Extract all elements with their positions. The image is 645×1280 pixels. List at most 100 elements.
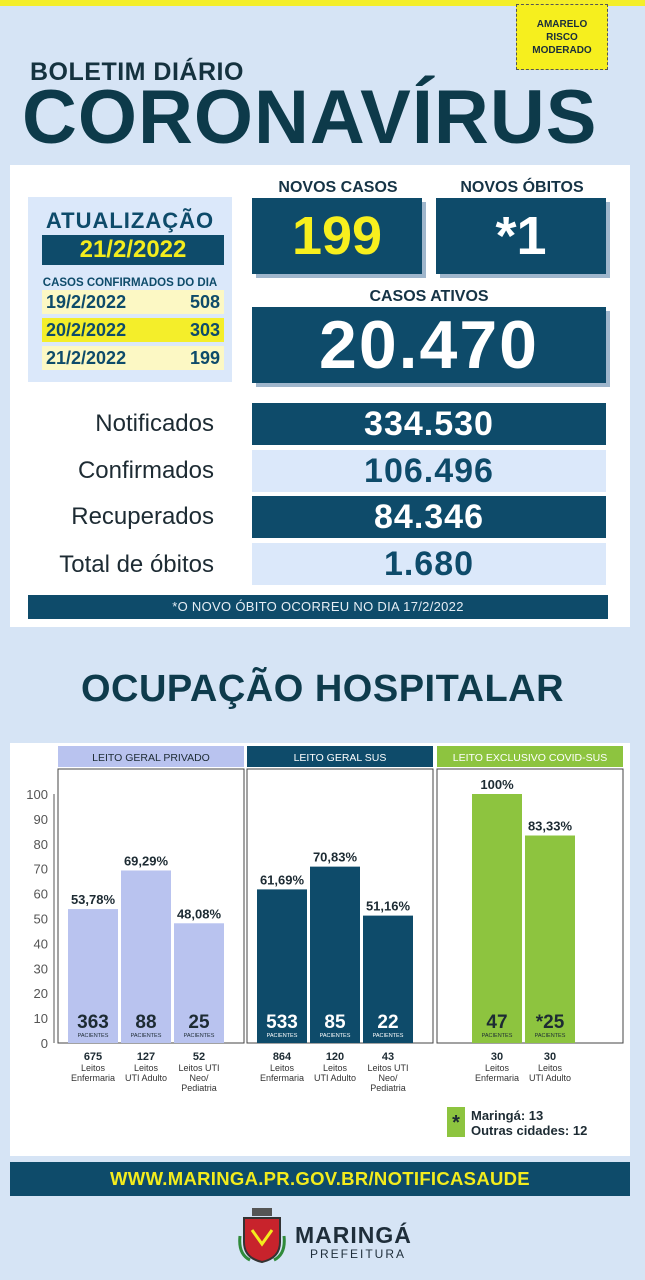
- update-date: 21/2/2022: [42, 235, 224, 265]
- stat-label-total-deaths: Total de óbitos: [59, 551, 214, 578]
- hospital-occupancy-title: OCUPAÇÃO HOSPITALAR: [80, 668, 565, 710]
- bar-patients-word: PACIENTES: [131, 1033, 162, 1039]
- daily-confirmed-row: 19/2/2022 508: [42, 290, 224, 314]
- bar-category-line2: UTI Adulto: [314, 1073, 356, 1083]
- y-tick-label: 40: [34, 936, 48, 951]
- bar: [174, 923, 224, 1043]
- bar-patients-word: PACIENTES: [482, 1033, 513, 1039]
- bar-beds-value: 52: [193, 1051, 205, 1063]
- stat-label-notified: Notificados: [95, 410, 214, 437]
- logo-name: MARINGÁ: [295, 1222, 412, 1248]
- y-tick-label: 90: [34, 812, 48, 827]
- bar-patients-value: 47: [486, 1012, 507, 1033]
- y-tick-label: 0: [41, 1036, 48, 1051]
- legend-asterisk-icon: *: [452, 1112, 460, 1134]
- bar-beds-value: 675: [84, 1051, 102, 1063]
- bar-percent-label: 51,16%: [366, 899, 411, 914]
- bar-beds-value: 30: [491, 1051, 503, 1063]
- active-cases-label: CASOS ATIVOS: [369, 288, 489, 305]
- risk-line-1: AMARELO: [536, 18, 588, 30]
- stat-label-confirmed: Confirmados: [77, 457, 214, 484]
- daily-confirmed-row: 21/2/2022 199: [42, 346, 224, 370]
- stat-value-notified: 334.530: [252, 403, 606, 445]
- bar-category-line3: Pediatria: [181, 1083, 217, 1093]
- death-date-note: *O NOVO ÓBITO OCORREU NO DIA 17/2/2022: [28, 595, 608, 619]
- bar-category-line2: Neo/: [189, 1073, 209, 1083]
- row-value: 303: [189, 319, 220, 340]
- bar-category-line1: Leitos: [270, 1063, 295, 1073]
- y-tick-label: 50: [34, 912, 48, 927]
- group-header-band: [437, 746, 623, 767]
- risk-level-badge: AMARELO RISCO MODERADO: [516, 4, 608, 70]
- risk-line-2: RISCO: [546, 31, 578, 43]
- update-label: ATUALIZAÇÃO: [45, 208, 215, 233]
- bar-patients-value: 533: [266, 1012, 298, 1033]
- y-tick-label: 100: [26, 787, 48, 802]
- left-branch: [238, 1235, 251, 1262]
- risk-line-3: MODERADO: [532, 44, 592, 56]
- bar-patients-word: PACIENTES: [535, 1033, 566, 1039]
- logo-subtitle: PREFEITURA: [310, 1247, 407, 1261]
- row-value: 508: [189, 291, 220, 312]
- bar-beds-value: 120: [326, 1051, 344, 1063]
- bulletin-subtitle: BOLETIM DIÁRIO: [30, 58, 244, 86]
- y-tick-label: 30: [34, 961, 48, 976]
- bar-percent-label: 53,78%: [71, 892, 116, 907]
- new-cases-label: NOVOS CASOS: [278, 179, 398, 196]
- bar-beds-value: 30: [544, 1051, 556, 1063]
- bar-percent-label: 69,29%: [124, 853, 169, 868]
- bar-beds-value: 127: [137, 1051, 155, 1063]
- bar-patients-word: PACIENTES: [320, 1033, 351, 1039]
- bar-category-line2: Enfermaria: [475, 1073, 519, 1083]
- bar-percent-label: 48,08%: [177, 906, 222, 921]
- bar: [257, 889, 307, 1043]
- new-cases-value: 199: [252, 198, 422, 274]
- y-tick-label: 20: [34, 986, 48, 1001]
- footer-url-link[interactable]: WWW.MARINGA.PR.GOV.BR/NOTIFICASAUDE: [10, 1162, 630, 1196]
- group-header-label: LEITO GERAL SUS: [294, 752, 387, 764]
- y-tick-label: 70: [34, 862, 48, 877]
- occupancy-chart: 0 10 20 30 40 50 60 70 80 90 100 LEITO GERAL PRIVAD…: [26, 746, 624, 1138]
- daily-confirmed-title: CASOS CONFIRMADOS DO DIA: [42, 277, 218, 289]
- page-title: CORONAVÍRUS: [22, 75, 598, 160]
- bar-category-line1: Leitos: [134, 1063, 159, 1073]
- bar-percent-label: 70,83%: [313, 850, 358, 865]
- daily-confirmed-row: 20/2/2022 303: [42, 318, 224, 342]
- group-header-band: [247, 746, 433, 767]
- bar-category-line2: Enfermaria: [71, 1073, 115, 1083]
- shield-emblem: [250, 1229, 274, 1247]
- bar-category-line1: Leitos: [323, 1063, 348, 1073]
- stat-value-confirmed: 106.496: [252, 450, 606, 492]
- right-branch: [273, 1235, 286, 1262]
- row-date: 20/2/2022: [46, 319, 127, 340]
- bar-patients-value: 363: [77, 1012, 109, 1033]
- y-tick-label: 80: [34, 837, 48, 852]
- bar: [68, 909, 118, 1043]
- new-deaths-value: *1: [436, 198, 606, 274]
- coat-of-arms-logo: [238, 1208, 286, 1264]
- bar-percent-label: 61,69%: [260, 872, 305, 887]
- row-date: 19/2/2022: [46, 291, 127, 312]
- legend-line2: Outras cidades: 12: [471, 1123, 587, 1138]
- chart-panel: 0 10 20 30 40 50 60 70 80 90 100 LEITO GERAL PRIVAD…: [10, 743, 630, 1156]
- bar: [472, 794, 522, 1043]
- bar-patients-word: PACIENTES: [267, 1033, 298, 1039]
- bar: [525, 835, 575, 1043]
- bar-percent-label: 100%: [480, 777, 514, 792]
- stat-value-recovered: 84.346: [252, 496, 606, 538]
- bar-category-line1: Leitos UTI: [367, 1063, 408, 1073]
- shield-shape: [243, 1217, 281, 1264]
- bar-patients-value: 85: [324, 1012, 346, 1033]
- bar: [121, 870, 171, 1043]
- group-header-label: LEITO GERAL PRIVADO: [92, 752, 210, 764]
- bar-beds-value: 864: [273, 1051, 292, 1063]
- bar-patients-value: 25: [188, 1012, 210, 1033]
- bar-patients-word: PACIENTES: [373, 1033, 404, 1039]
- bar-category-line3: Pediatria: [370, 1083, 406, 1093]
- bar-category-line2: UTI Adulto: [529, 1073, 571, 1083]
- stat-value-total-deaths: 1.680: [252, 543, 606, 585]
- stat-label-recovered: Recuperados: [71, 503, 214, 530]
- active-cases-value: 20.470: [252, 307, 606, 383]
- row-date: 21/2/2022: [46, 347, 127, 368]
- bar-category-line1: Leitos UTI: [178, 1063, 219, 1073]
